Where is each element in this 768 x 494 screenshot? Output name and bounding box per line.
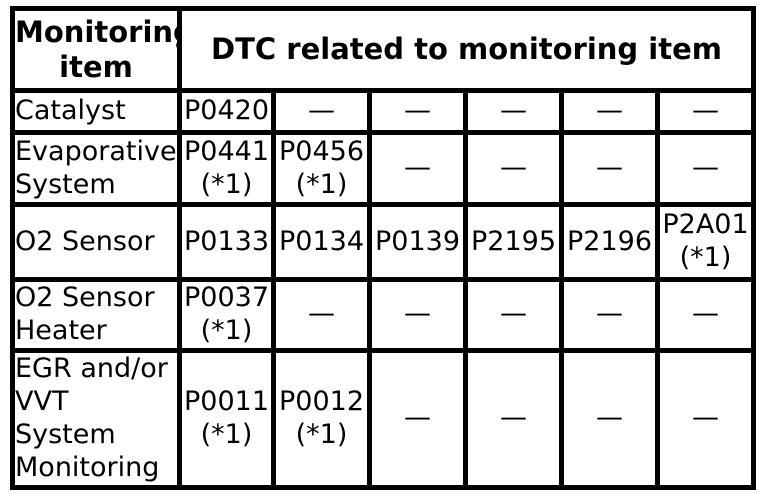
dtc-monitoring-table: Monitoring item DTC related to monitorin… (10, 6, 757, 490)
dtc-cell: — (559, 88, 660, 135)
item-cell: Catalyst (10, 88, 182, 135)
dtc-cell: — (463, 277, 564, 353)
dtc-cell: — (367, 130, 468, 207)
dtc-header-cell: DTC related to monitoring item (176, 6, 757, 93)
dtc-cell: — (654, 277, 757, 353)
table-row-o2-sensor: O2 Sensor P0133 P0134 P0139 P2195 P2196 … (10, 202, 757, 282)
dtc-cell: P0456 (*1) (271, 130, 372, 207)
dtc-cell: — (559, 277, 660, 353)
dtc-cell: — (463, 347, 564, 490)
dtc-cell: P2195 (463, 202, 564, 282)
header-row: Monitoring item DTC related to monitorin… (10, 6, 757, 93)
dtc-cell: P0441 (*1) (177, 130, 276, 207)
table-row-o2-sensor-heater: O2 Sensor Heater P0037 (*1) — — — — — (10, 277, 757, 353)
dtc-cell: P0037 (*1) (177, 277, 276, 353)
table-row-egr-vvt-system-monitoring: EGR and/or VVT System Monitoring P0011 (… (10, 347, 757, 490)
dtc-cell: — (463, 88, 564, 135)
dtc-cell: P0139 (367, 202, 468, 282)
table-row-evaporative-system: Evaporative System P0441 (*1) P0456 (*1)… (10, 130, 757, 207)
dtc-cell: — (367, 88, 468, 135)
dtc-cell: P0420 (177, 88, 276, 135)
dtc-cell: — (559, 130, 660, 207)
item-cell: O2 Sensor Heater (10, 277, 182, 353)
dtc-cell: P0011 (*1) (177, 347, 276, 490)
dtc-cell: — (654, 88, 757, 135)
monitoring-item-header-cell: Monitoring item (10, 6, 182, 93)
dtc-cell: — (271, 277, 372, 353)
dtc-cell: — (559, 347, 660, 490)
table-row-catalyst: Catalyst P0420 — — — — — (10, 88, 757, 135)
dtc-cell: — (271, 88, 372, 135)
item-cell: O2 Sensor (10, 202, 182, 282)
dtc-cell: P2196 (559, 202, 660, 282)
dtc-cell: — (367, 347, 468, 490)
item-cell: EGR and/or VVT System Monitoring (10, 347, 182, 490)
dtc-cell: P2A01 (*1) (654, 202, 757, 282)
dtc-cell: — (654, 347, 757, 490)
dtc-cell: — (654, 130, 757, 207)
item-cell: Evaporative System (10, 130, 182, 207)
dtc-cell: — (367, 277, 468, 353)
dtc-cell: — (463, 130, 564, 207)
dtc-cell: P0134 (271, 202, 372, 282)
dtc-cell: P0012 (*1) (271, 347, 372, 490)
dtc-cell: P0133 (177, 202, 276, 282)
